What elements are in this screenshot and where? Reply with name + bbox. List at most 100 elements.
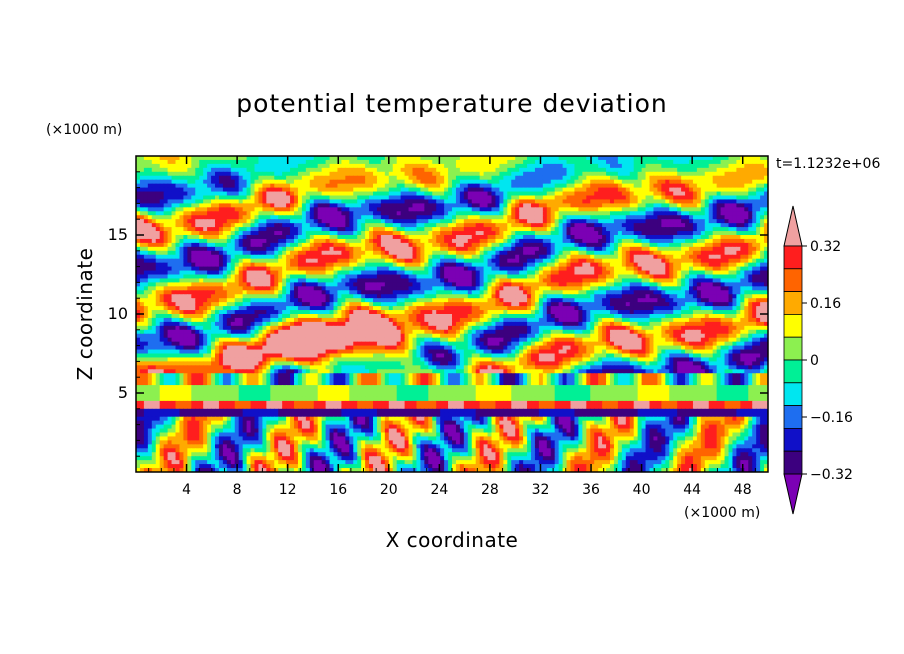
contour-cell bbox=[444, 246, 449, 252]
contour-cell bbox=[258, 171, 263, 177]
contour-cell bbox=[428, 167, 433, 173]
contour-cell bbox=[376, 254, 382, 260]
contour-cell bbox=[606, 235, 611, 240]
contour-cell bbox=[550, 191, 556, 197]
contour-cell bbox=[262, 187, 267, 193]
contour-cell bbox=[582, 254, 587, 260]
contour-cell bbox=[700, 235, 706, 240]
contour-cell bbox=[621, 242, 627, 248]
contour-cell bbox=[681, 274, 686, 280]
contour-cell bbox=[428, 270, 433, 276]
contour-cell bbox=[171, 195, 177, 201]
contour-cell bbox=[428, 227, 433, 232]
contour-cell bbox=[258, 274, 263, 280]
contour-cell bbox=[440, 203, 445, 208]
contour-cell bbox=[704, 187, 710, 193]
contour-cell bbox=[159, 262, 165, 268]
contour-cell bbox=[527, 266, 532, 272]
contour-cell bbox=[491, 183, 497, 189]
contour-cell bbox=[305, 262, 311, 268]
contour-cell bbox=[286, 175, 291, 181]
contour-cell bbox=[333, 159, 339, 165]
contour-cell bbox=[471, 163, 477, 169]
contour-cell bbox=[689, 223, 694, 228]
contour-cell bbox=[448, 179, 453, 185]
contour-cell bbox=[452, 167, 457, 173]
contour-cell bbox=[361, 159, 366, 165]
contour-cell bbox=[653, 246, 658, 252]
contour-cell bbox=[515, 211, 520, 216]
contour-cell bbox=[479, 223, 485, 228]
contour-cell bbox=[602, 199, 607, 204]
contour-cell bbox=[349, 203, 354, 208]
contour-cell bbox=[325, 250, 331, 256]
contour-cell bbox=[230, 211, 236, 216]
contour-cell bbox=[195, 156, 200, 161]
contour-cell bbox=[542, 163, 548, 169]
contour-cell bbox=[483, 246, 489, 252]
contour-cell bbox=[448, 191, 453, 197]
contour-cell bbox=[669, 235, 674, 240]
contour-cell bbox=[286, 219, 291, 224]
contour-cell bbox=[222, 211, 228, 216]
contour-cell bbox=[294, 250, 299, 256]
contour-cell bbox=[207, 195, 212, 201]
contour-cell bbox=[641, 242, 647, 248]
contour-cell bbox=[365, 219, 370, 224]
contour-cell bbox=[617, 274, 623, 280]
contour-cell bbox=[301, 246, 307, 252]
contour-cell bbox=[179, 203, 184, 208]
contour-cell bbox=[392, 215, 398, 220]
contour-cell bbox=[752, 191, 757, 197]
contour-cell bbox=[586, 187, 591, 193]
contour-cell bbox=[590, 211, 595, 216]
contour-cell bbox=[317, 274, 323, 280]
contour-cell bbox=[677, 231, 682, 236]
contour-cell bbox=[661, 179, 666, 185]
contour-cell bbox=[270, 163, 275, 169]
contour-cell bbox=[483, 215, 489, 220]
contour-cell bbox=[286, 270, 291, 276]
contour-cell bbox=[195, 254, 200, 260]
contour-cell bbox=[424, 242, 429, 248]
contour-cell bbox=[578, 254, 583, 260]
contour-cell bbox=[467, 167, 473, 173]
contour-cell bbox=[183, 266, 188, 272]
contour-cell bbox=[479, 179, 485, 185]
contour-cell bbox=[459, 246, 465, 252]
contour-cell bbox=[673, 266, 678, 272]
contour-cell bbox=[361, 211, 366, 216]
contour-cell bbox=[570, 207, 576, 212]
contour-cell bbox=[649, 171, 655, 177]
contour-cell bbox=[353, 191, 358, 197]
contour-cell bbox=[542, 246, 548, 252]
contour-cell bbox=[463, 163, 469, 169]
contour-cell bbox=[329, 238, 335, 244]
contour-cell bbox=[602, 159, 607, 165]
contour-cell bbox=[278, 250, 283, 256]
contour-cell bbox=[527, 262, 532, 268]
contour-cell bbox=[440, 258, 445, 264]
contour-cell bbox=[756, 199, 761, 204]
contour-cell bbox=[270, 266, 275, 272]
contour-cell bbox=[278, 159, 283, 165]
contour-cell bbox=[578, 266, 583, 272]
contour-cell bbox=[570, 223, 576, 228]
contour-cell bbox=[542, 171, 548, 177]
contour-cell bbox=[396, 159, 402, 165]
contour-cell bbox=[274, 171, 279, 177]
contour-cell bbox=[681, 171, 686, 177]
contour-cell bbox=[270, 254, 275, 260]
contour-cell bbox=[692, 258, 698, 264]
contour-cell bbox=[234, 258, 240, 264]
contour-cell bbox=[602, 266, 607, 272]
contour-cell bbox=[531, 235, 536, 240]
contour-cell bbox=[187, 274, 192, 280]
contour-cell bbox=[333, 227, 339, 232]
contour-cell bbox=[685, 219, 690, 224]
contour-cell bbox=[523, 215, 528, 220]
contour-cell bbox=[234, 254, 240, 260]
contour-cell bbox=[337, 211, 342, 216]
contour-cell bbox=[633, 179, 639, 185]
contour-cell bbox=[420, 179, 425, 185]
